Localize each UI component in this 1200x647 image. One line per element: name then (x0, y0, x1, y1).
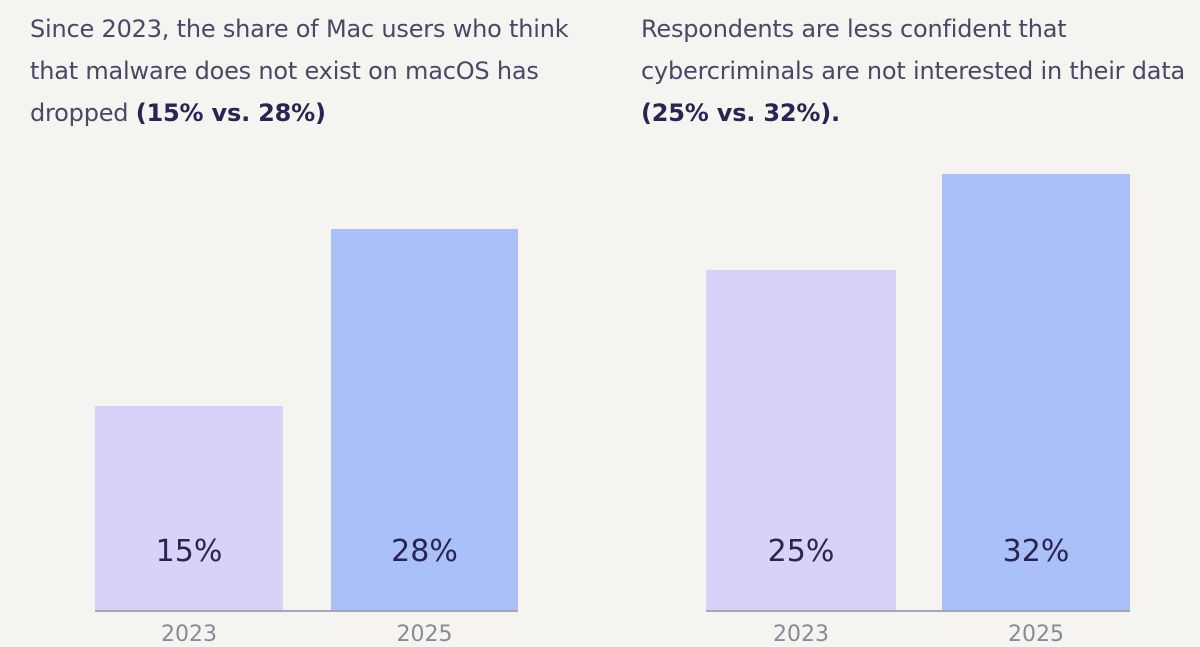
chart-title-left: Since 2023, the share of Mac users who t… (30, 8, 590, 134)
x-tick-label: 2025 (1008, 622, 1064, 647)
x-axis-line (706, 610, 1130, 612)
bar-2023: 25% (706, 269, 896, 611)
bar-chart-left: 15% 2023 28% 2025 (0, 0, 600, 647)
chart-title-right: Respondents are less confident that cybe… (641, 8, 1186, 134)
data-label: 32% (1002, 533, 1070, 569)
x-tick-label: 2023 (161, 622, 217, 647)
bar-2023: 15% (95, 406, 283, 611)
title-bold: (15% vs. 28%) (135, 99, 326, 127)
x-tick-label: 2025 (396, 622, 453, 647)
x-axis-line (95, 610, 518, 612)
title-bold: (25% vs. 32%). (641, 99, 840, 127)
data-label: 28% (391, 533, 458, 569)
bar-2025: 32% (942, 174, 1130, 611)
x-tick-label: 2023 (773, 622, 829, 647)
bar-2025: 28% (331, 228, 518, 611)
bar-chart-right: 25% 2023 32% 2025 (600, 0, 1200, 647)
data-label: 15% (155, 534, 223, 569)
title-text: Since 2023, the share of Mac users who t… (30, 15, 569, 127)
title-text: Respondents are less confident that cybe… (641, 15, 1186, 85)
data-label: 25% (767, 534, 835, 569)
